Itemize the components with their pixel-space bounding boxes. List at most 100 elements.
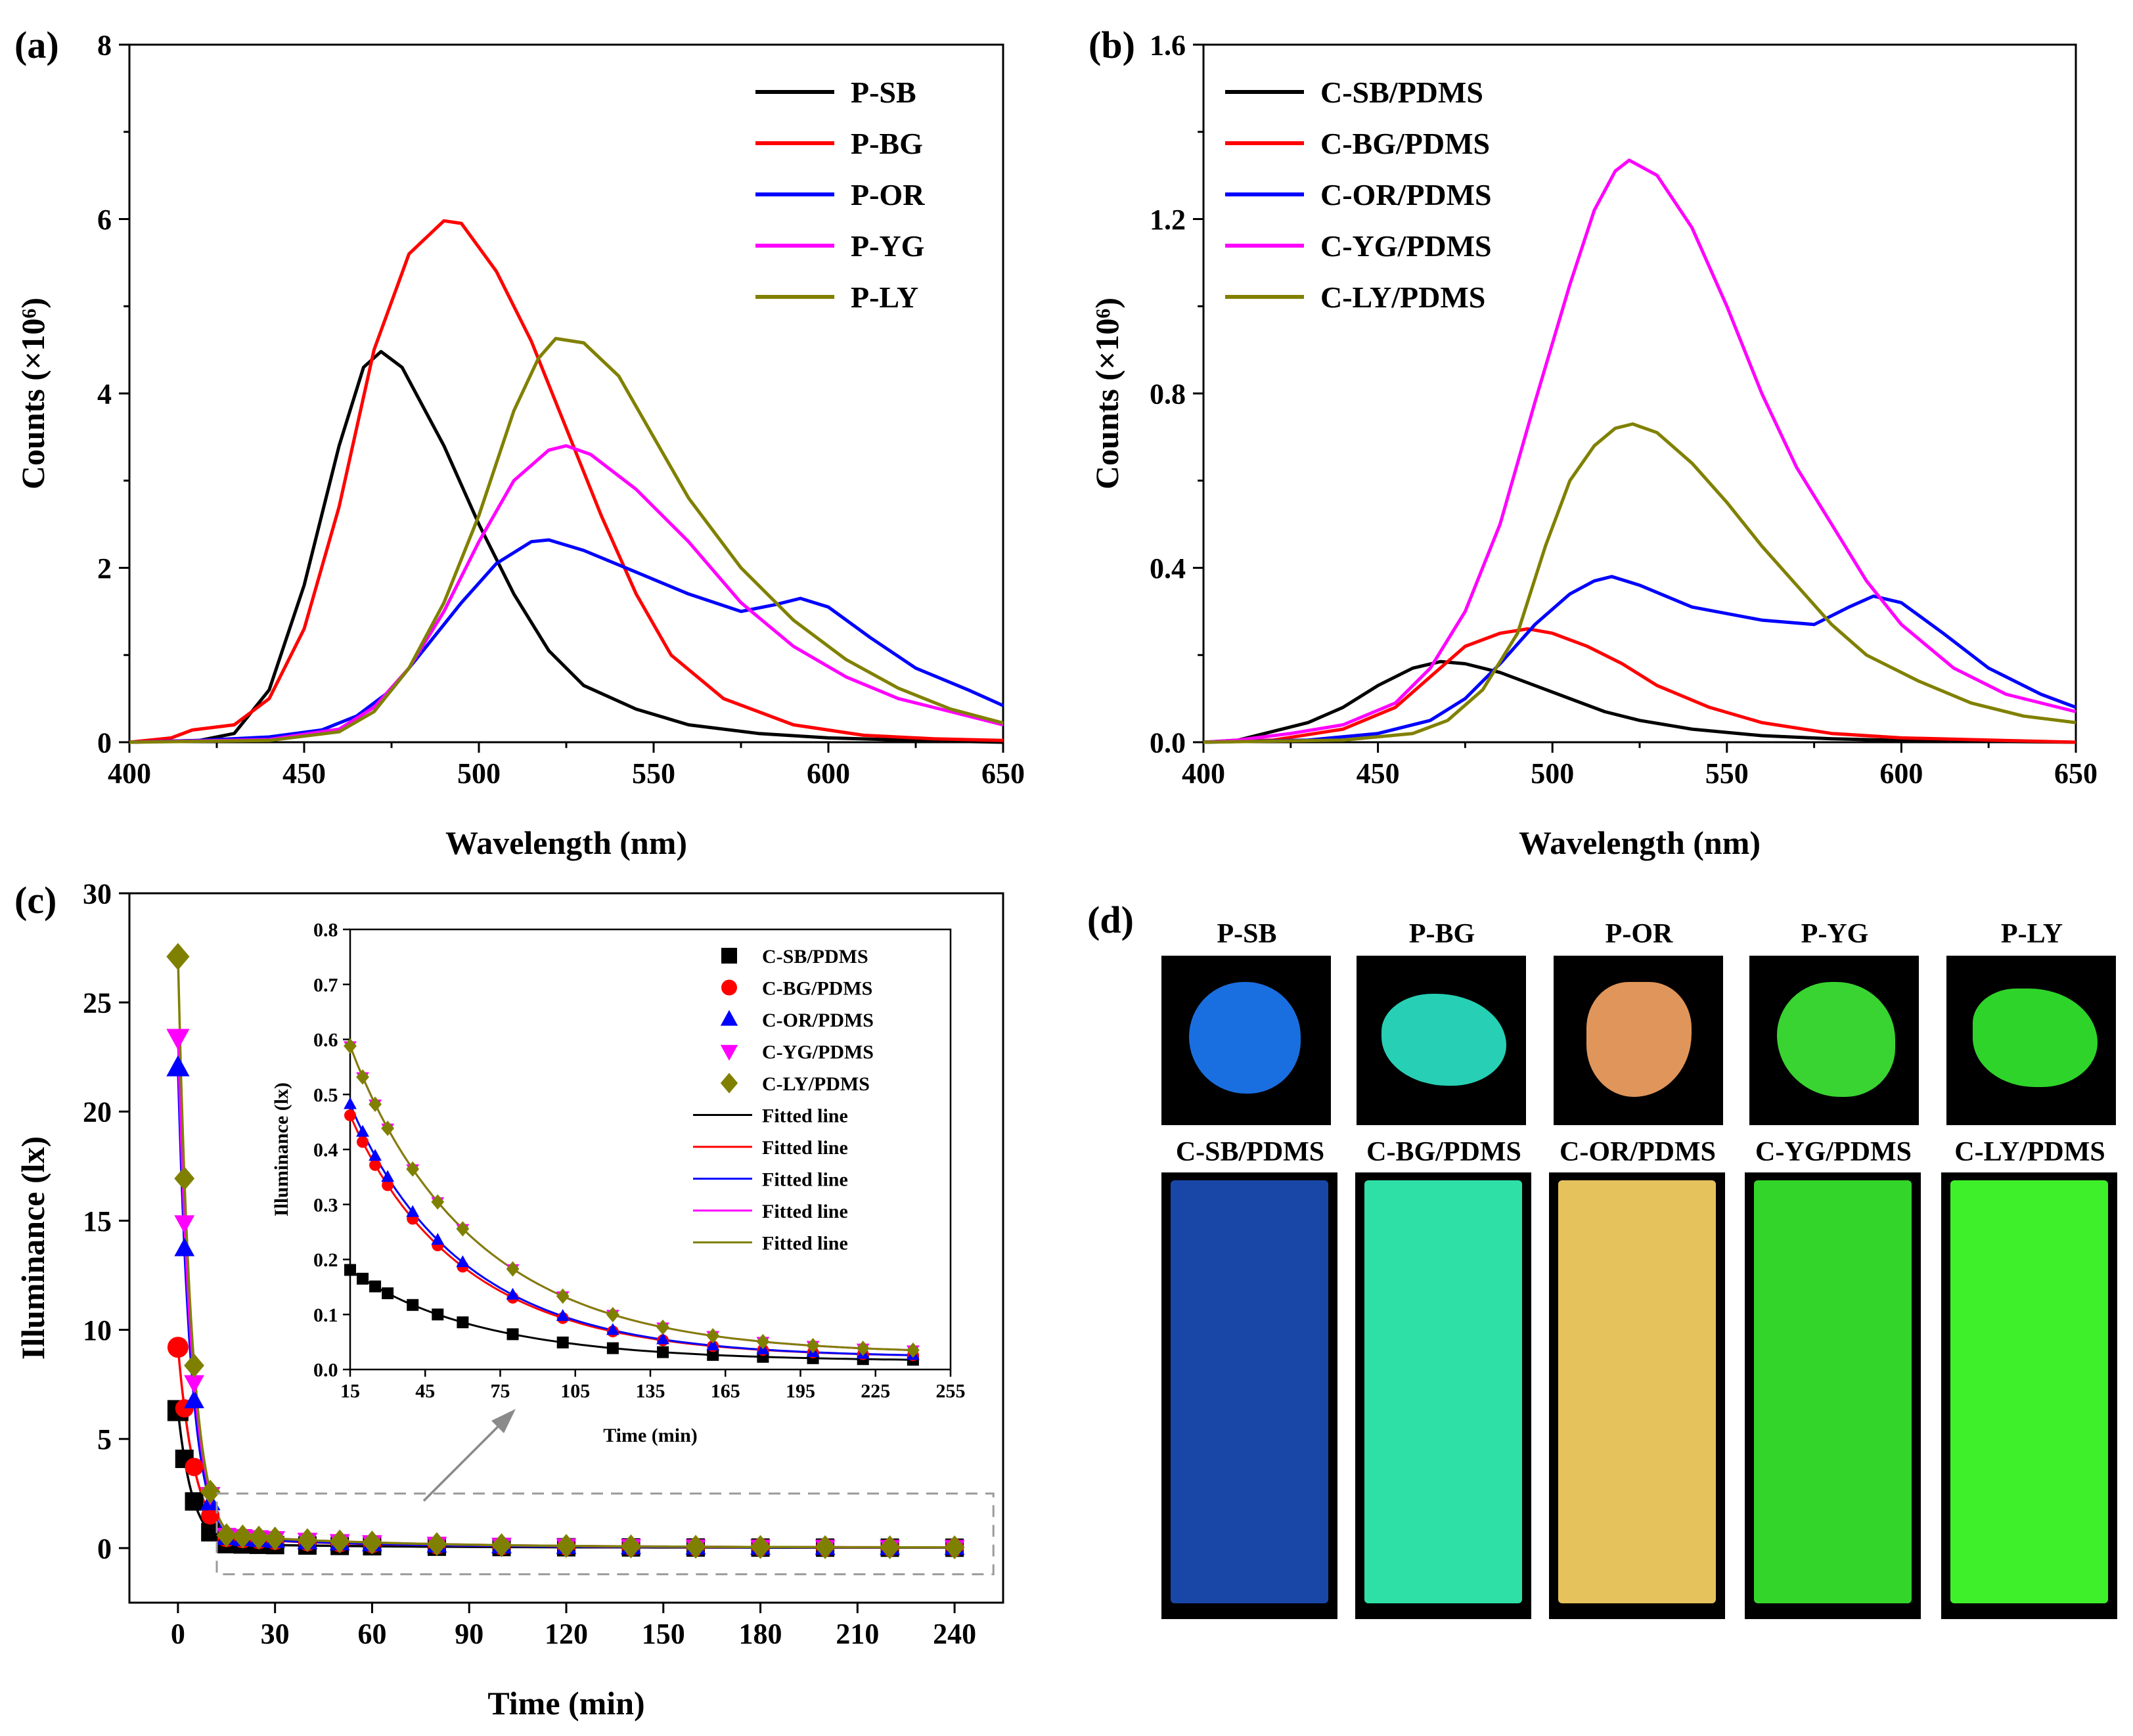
x-tick-label: 90 bbox=[455, 1618, 483, 1650]
film-label: C-SB/PDMS bbox=[1175, 1137, 1325, 1167]
y-tick-label: 0.6 bbox=[313, 1029, 338, 1051]
inset-legend-label: C-OR/PDMS bbox=[762, 1010, 874, 1031]
powder-sample bbox=[1381, 994, 1506, 1086]
series-line-p-ly bbox=[129, 336, 1004, 744]
y-tick-label: 0.1 bbox=[313, 1304, 338, 1326]
panel-b: 400 450 500 550 600 650 0.0 0.4 0.8 1.2 1.6 Wavelen… bbox=[1089, 24, 2098, 861]
data-marker bbox=[556, 1309, 570, 1322]
y-tick-label: 25 bbox=[83, 987, 112, 1019]
x-tick-label: 60 bbox=[357, 1618, 386, 1650]
data-marker bbox=[806, 1337, 820, 1354]
legend-label: C-YG/PDMS bbox=[1320, 229, 1492, 263]
data-marker bbox=[166, 943, 190, 971]
data-marker bbox=[369, 1149, 382, 1161]
data-marker bbox=[356, 1124, 369, 1137]
x-tick-label: 600 bbox=[1879, 757, 1923, 790]
data-marker bbox=[201, 1506, 220, 1525]
powder-sample bbox=[1189, 982, 1301, 1094]
powder-label: P-YG bbox=[1801, 919, 1869, 949]
film-label: C-YG/PDMS bbox=[1755, 1137, 1912, 1167]
x-tick-label: 210 bbox=[836, 1618, 879, 1650]
x-tick-label: 30 bbox=[261, 1618, 290, 1650]
y-tick-label: 0.8 bbox=[313, 920, 338, 941]
film-label: C-BG/PDMS bbox=[1366, 1137, 1521, 1167]
data-marker bbox=[456, 1255, 470, 1268]
data-marker bbox=[344, 1109, 356, 1122]
data-marker bbox=[167, 1337, 189, 1358]
x-axis-label: Time (min) bbox=[603, 1425, 698, 1446]
data-marker bbox=[856, 1341, 870, 1356]
data-marker bbox=[556, 1336, 569, 1348]
data-marker bbox=[406, 1161, 420, 1177]
powder-photo bbox=[1946, 956, 2116, 1125]
powder-photo bbox=[1749, 956, 1919, 1125]
data-marker bbox=[166, 1029, 190, 1050]
inset-legend-fit-label: Fitted line bbox=[762, 1201, 848, 1222]
x-axis-label: Time (min) bbox=[487, 1685, 644, 1722]
y-tick-label: 1.6 bbox=[1150, 29, 1186, 61]
data-marker bbox=[657, 1346, 669, 1358]
y-axis-label: Counts (×10⁶) bbox=[1089, 298, 1125, 489]
data-marker bbox=[265, 1526, 286, 1551]
data-marker bbox=[720, 1073, 738, 1094]
data-marker bbox=[344, 1264, 356, 1276]
data-marker bbox=[756, 1333, 770, 1350]
data-marker bbox=[185, 1458, 204, 1477]
powder-label: P-SB bbox=[1217, 919, 1277, 949]
inset-legend-label: C-LY/PDMS bbox=[762, 1073, 870, 1095]
x-tick-label: 135 bbox=[636, 1381, 665, 1402]
data-marker bbox=[356, 1069, 369, 1085]
data-marker bbox=[174, 1166, 195, 1191]
inset-legend-label: C-BG/PDMS bbox=[762, 978, 872, 1000]
data-marker bbox=[431, 1233, 445, 1245]
data-marker bbox=[815, 1535, 836, 1559]
data-marker bbox=[369, 1096, 382, 1112]
y-tick-label: 0.8 bbox=[1150, 378, 1186, 410]
y-tick-label: 0.0 bbox=[1150, 726, 1186, 759]
powder-sample bbox=[1973, 989, 2098, 1087]
data-marker bbox=[248, 1525, 269, 1550]
y-tick-label: 5 bbox=[97, 1423, 112, 1456]
y-tick-label: 0.0 bbox=[313, 1360, 338, 1381]
film-label: C-OR/PDMS bbox=[1560, 1137, 1716, 1167]
legend-label: P-YG bbox=[851, 229, 924, 263]
data-marker bbox=[556, 1534, 577, 1558]
y-tick-label: 0.2 bbox=[313, 1249, 338, 1271]
data-marker bbox=[656, 1332, 669, 1345]
data-marker bbox=[606, 1323, 619, 1335]
data-marker bbox=[506, 1261, 520, 1277]
powder-label: P-BG bbox=[1408, 919, 1475, 949]
data-marker bbox=[216, 1523, 237, 1547]
inset-fitted-line bbox=[349, 1269, 913, 1361]
data-marker bbox=[381, 1121, 395, 1136]
zoom-region-box bbox=[215, 1492, 995, 1576]
inset-legend-fit-label: Fitted line bbox=[762, 1137, 848, 1159]
x-tick-label: 400 bbox=[108, 757, 151, 790]
data-marker bbox=[184, 1353, 204, 1378]
x-tick-label: 105 bbox=[560, 1381, 590, 1402]
data-marker bbox=[233, 1525, 253, 1549]
film-photo bbox=[1355, 1172, 1531, 1619]
legend-label: C-SB/PDMS bbox=[1320, 76, 1483, 109]
y-tick-label: 0.7 bbox=[313, 974, 338, 996]
film-photo bbox=[1745, 1172, 1921, 1619]
y-tick-label: 10 bbox=[83, 1314, 112, 1347]
data-marker bbox=[200, 1479, 221, 1504]
y-tick-label: 0.4 bbox=[313, 1140, 338, 1161]
powder-label: P-OR bbox=[1605, 919, 1673, 949]
legend-label: C-OR/PDMS bbox=[1320, 178, 1492, 211]
data-marker bbox=[456, 1221, 470, 1237]
x-tick-label: 195 bbox=[786, 1381, 815, 1402]
data-marker bbox=[506, 1287, 520, 1300]
data-marker bbox=[329, 1529, 350, 1554]
film-sample bbox=[1171, 1180, 1328, 1603]
film-photo bbox=[1161, 1172, 1337, 1619]
data-marker bbox=[406, 1205, 420, 1217]
y-tick-label: 0.4 bbox=[1150, 552, 1186, 585]
data-marker bbox=[369, 1280, 382, 1293]
data-marker bbox=[750, 1535, 771, 1559]
y-axis-label: Illuminance (lx) bbox=[14, 1136, 51, 1360]
film-label: C-LY/PDMS bbox=[1954, 1137, 2105, 1167]
x-tick-label: 650 bbox=[2054, 757, 2098, 790]
data-marker bbox=[382, 1179, 394, 1191]
